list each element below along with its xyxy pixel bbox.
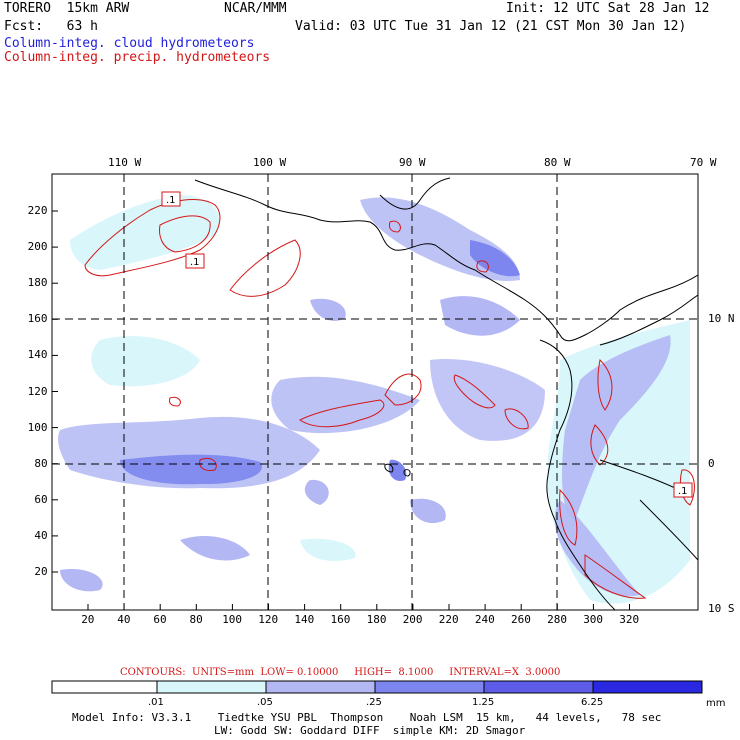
model-name: TORERO 15km ARW bbox=[4, 1, 130, 16]
lon-label: 90 W bbox=[399, 156, 426, 169]
lon-label: 80 W bbox=[544, 156, 571, 169]
forecast-hour: Fcst: 63 h bbox=[4, 19, 98, 34]
lon-label: 110 W bbox=[108, 156, 142, 169]
box-label-1: .1 bbox=[161, 191, 181, 207]
legend-value: 1.25 bbox=[472, 697, 495, 708]
contour-info: CONTOURS: UNITS=mm LOW= 0.10000 HIGH= 8.… bbox=[120, 667, 561, 678]
graticule bbox=[52, 174, 698, 610]
x-tick-label: 160 bbox=[330, 613, 351, 626]
physics-info: LW: Godd SW: Goddard DIFF simple KM: 2D … bbox=[214, 724, 526, 737]
lat-label: 10 S bbox=[708, 602, 735, 615]
x-tick-label: 80 bbox=[189, 613, 203, 626]
y-tick-label: 20 bbox=[34, 565, 48, 578]
x-tick-label: 200 bbox=[402, 613, 423, 626]
model-info: Model Info: V3.3.1 Tiedtke YSU PBL Thomp… bbox=[72, 711, 662, 724]
lon-label: 70 W bbox=[690, 156, 717, 169]
legend-value: .05 bbox=[257, 697, 273, 708]
x-tick-label: 260 bbox=[511, 613, 531, 626]
y-tick-label: 40 bbox=[34, 528, 48, 542]
y-tick-label: 120 bbox=[27, 384, 48, 398]
y-tick-label: 220 bbox=[27, 204, 48, 217]
x-tick-label: 220 bbox=[438, 613, 459, 626]
y-tick-label: 100 bbox=[27, 420, 48, 434]
x-tick-label: 120 bbox=[258, 613, 279, 626]
y-tick-label: 80 bbox=[34, 456, 48, 470]
box-label-text: .1 bbox=[190, 257, 200, 268]
y-tick-label: 200 bbox=[27, 240, 48, 254]
init-time: Init: 12 UTC Sat 28 Jan 12 bbox=[506, 1, 710, 16]
x-tick-label: 280 bbox=[547, 613, 567, 626]
x-tick-label: 40 bbox=[117, 613, 131, 626]
legend-units: mm bbox=[706, 698, 726, 709]
x-tick-label: 300 bbox=[583, 613, 604, 626]
precip-contours bbox=[84, 199, 695, 599]
x-tick-label: 140 bbox=[294, 613, 315, 626]
y-tick-label: 60 bbox=[34, 492, 48, 506]
box-label-3: .1 bbox=[673, 482, 693, 498]
field-cloud-title: Column-integ. cloud hydrometeors bbox=[4, 36, 255, 51]
x-tick-label: 20 bbox=[81, 613, 95, 626]
legend-value: .25 bbox=[366, 697, 382, 708]
x-tick-label: 100 bbox=[222, 613, 243, 626]
lat-label: 10 N bbox=[708, 312, 735, 325]
x-tick-label: 60 bbox=[153, 613, 167, 626]
field-precip-title: Column-integ. precip. hydrometeors bbox=[4, 50, 271, 65]
lon-label: 100 W bbox=[253, 156, 287, 169]
box-label-text: .1 bbox=[166, 195, 176, 206]
x-tick-label: 320 bbox=[619, 613, 640, 626]
valid-time: Valid: 03 UTC Tue 31 Jan 12 (21 CST Mon … bbox=[295, 19, 687, 34]
y-tick-label: 180 bbox=[27, 276, 48, 290]
legend-value: 6.25 bbox=[581, 697, 604, 708]
y-tick-label: 140 bbox=[27, 348, 48, 362]
cloud-field bbox=[58, 195, 690, 604]
center-name: NCAR/MMM bbox=[224, 1, 287, 16]
legend-value: .01 bbox=[148, 697, 164, 708]
axis-ticks bbox=[52, 210, 630, 610]
x-tick-label: 180 bbox=[366, 613, 387, 626]
lat-label: 0 bbox=[708, 457, 715, 470]
box-label-text: .1 bbox=[678, 486, 688, 497]
box-label-2: .1 bbox=[185, 253, 205, 269]
x-tick-label: 240 bbox=[474, 613, 495, 626]
y-tick-label: 160 bbox=[27, 312, 48, 326]
